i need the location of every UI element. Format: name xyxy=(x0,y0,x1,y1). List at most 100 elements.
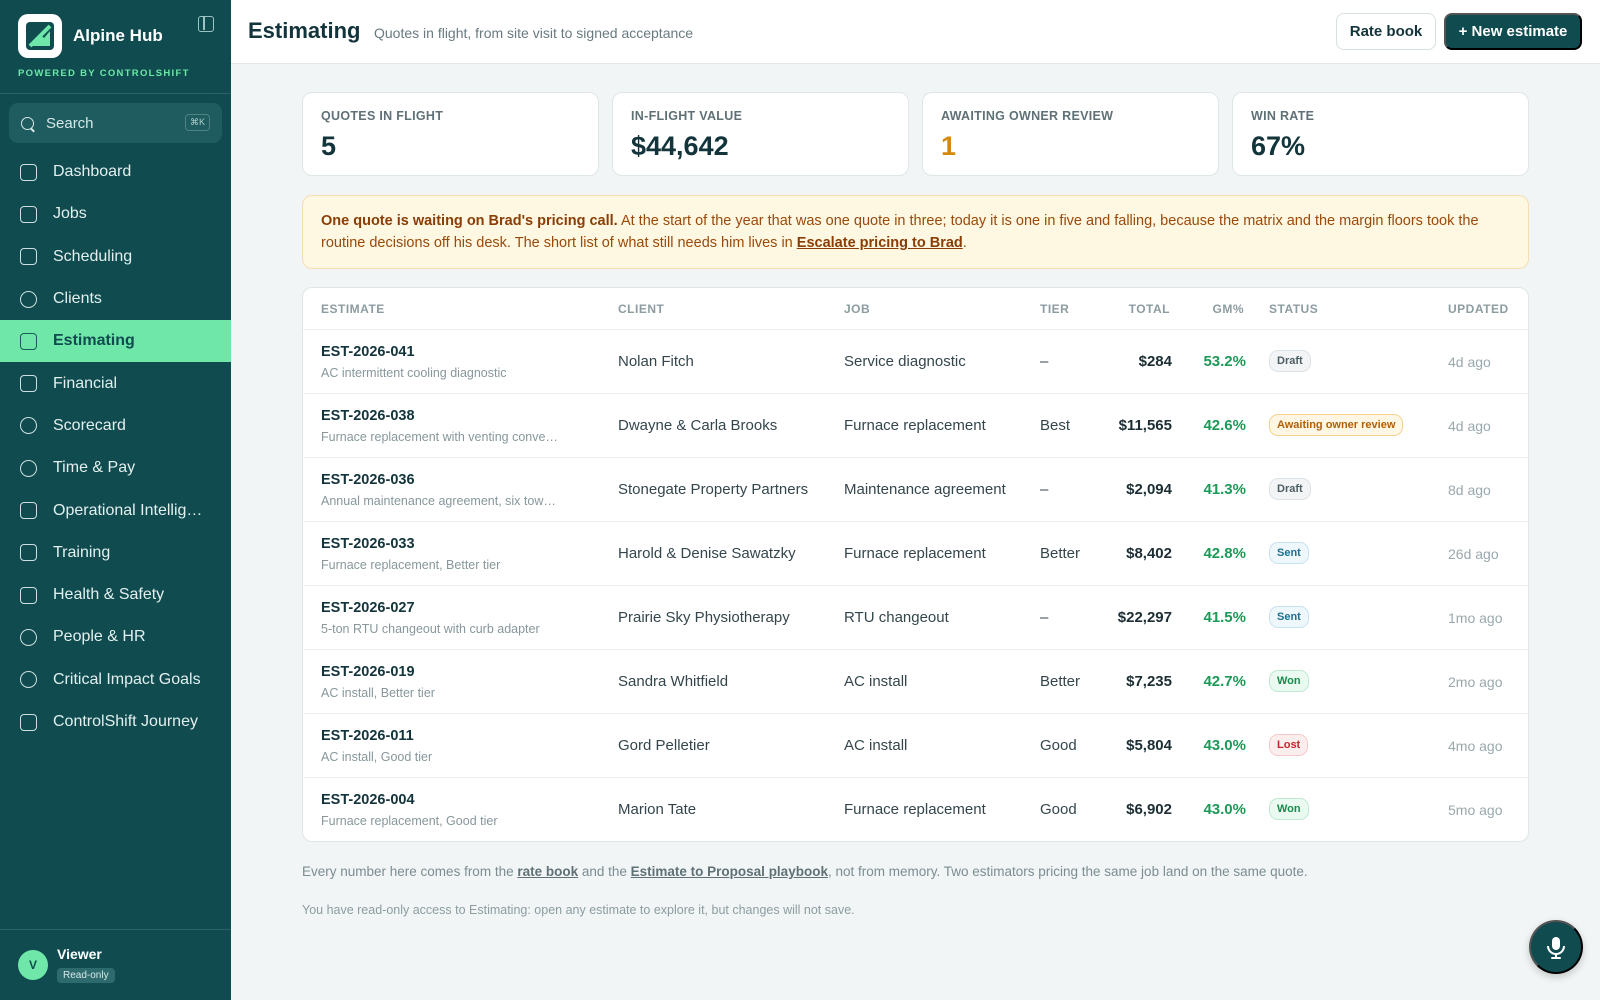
total-amount: $8,402 xyxy=(1126,545,1172,562)
client-name: Sandra Whitfield xyxy=(618,673,729,690)
user-name: Viewer xyxy=(57,946,102,962)
client-name: Harold & Denise Sawatzky xyxy=(618,545,796,562)
updated-time: 5mo ago xyxy=(1448,802,1503,818)
sidebar-item-people-hr[interactable]: People & HR xyxy=(0,616,231,658)
estimate-id-link[interactable]: EST-2026-019 xyxy=(321,664,415,680)
app-name: Alpine Hub xyxy=(73,26,163,45)
sidebar-item-financial[interactable]: Financial xyxy=(0,362,231,404)
table-row[interactable]: EST-2026-027 5-ton RTU changeout with cur… xyxy=(303,586,1528,650)
column-header-gm[interactable]: GM% xyxy=(1212,302,1244,316)
kpi-value: $44,642 xyxy=(631,131,729,161)
escalate-pricing-link[interactable]: Escalate pricing to Brad xyxy=(796,235,963,251)
estimate-description: AC install, Good tier xyxy=(321,750,433,764)
estimate-id-link[interactable]: EST-2026-041 xyxy=(321,344,415,360)
status-badge: Sent xyxy=(1269,606,1309,628)
client-name: Prairie Sky Physiotherapy xyxy=(618,609,790,626)
table-row[interactable]: EST-2026-011 AC install, Good tier Gord Pe… xyxy=(303,714,1528,778)
sidebar: Alpine Hub POWERED BY CONTROLSHIFT Searc… xyxy=(0,0,231,1000)
total-amount: $284 xyxy=(1138,353,1172,370)
kpi-card-awaiting-owner-review: AWAITING OWNER REVIEW 1 xyxy=(922,92,1219,176)
sidebar-item-scheduling[interactable]: Scheduling xyxy=(0,236,231,278)
dashboard-icon xyxy=(20,163,37,181)
total-amount: $5,804 xyxy=(1126,737,1172,754)
table-row[interactable]: EST-2026-019 AC install, Better tier Sandr… xyxy=(303,650,1528,714)
sidebar-item-label: People & HR xyxy=(53,628,146,646)
estimate-id-link[interactable]: EST-2026-036 xyxy=(321,472,415,488)
sidebar-nav: Dashboard Jobs Scheduling Clients Estima… xyxy=(0,151,231,743)
voice-assistant-button[interactable] xyxy=(1529,920,1583,974)
sidebar-item-label: Dashboard xyxy=(53,163,132,181)
gross-margin: 43.0% xyxy=(1203,737,1246,754)
sidebar-item-critical-impact-goals[interactable]: Critical Impact Goals xyxy=(0,659,231,701)
divider xyxy=(0,93,231,94)
column-header-job[interactable]: JOB xyxy=(844,302,871,316)
avatar[interactable]: V xyxy=(18,950,48,980)
divider xyxy=(0,929,231,930)
estimate-id-link[interactable]: EST-2026-027 xyxy=(321,600,415,616)
shield-icon xyxy=(20,586,37,604)
callout-end: . xyxy=(962,235,967,251)
job-type: AC install xyxy=(844,673,908,690)
total-amount: $11,565 xyxy=(1118,417,1172,434)
briefcase-icon xyxy=(20,205,37,223)
sidebar-item-label: Estimating xyxy=(53,332,135,350)
table-row[interactable]: EST-2026-038 Furnace replacement with ven… xyxy=(303,394,1528,458)
column-header-total[interactable]: TOTAL xyxy=(1128,302,1170,316)
sidebar-item-health-safety[interactable]: Health & Safety xyxy=(0,574,231,616)
estimate-description: AC intermittent cooling diagnostic xyxy=(321,366,507,380)
table-row[interactable]: EST-2026-033 Furnace replacement, Better … xyxy=(303,522,1528,586)
users-icon xyxy=(20,628,37,646)
search-icon xyxy=(21,116,34,130)
job-type: AC install xyxy=(844,737,908,754)
sidebar-item-scorecard[interactable]: Scorecard xyxy=(0,405,231,447)
tier: – xyxy=(1040,481,1049,498)
rate-book-button[interactable]: Rate book xyxy=(1336,13,1436,50)
column-header-status[interactable]: STATUS xyxy=(1269,302,1319,316)
new-estimate-button[interactable]: + New estimate xyxy=(1444,13,1582,50)
route-icon xyxy=(20,713,37,731)
table-row[interactable]: EST-2026-004 Furnace replacement, Good ti… xyxy=(303,778,1528,841)
client-name: Dwayne & Carla Brooks xyxy=(618,417,778,434)
calculator-icon xyxy=(20,332,37,350)
gauge-icon xyxy=(20,417,37,435)
column-header-estimate[interactable]: ESTIMATE xyxy=(321,302,385,316)
table-row[interactable]: EST-2026-036 Annual maintenance agreement… xyxy=(303,458,1528,522)
job-type: Maintenance agreement xyxy=(844,481,1006,498)
estimate-id-link[interactable]: EST-2026-004 xyxy=(321,792,415,808)
sidebar-item-label: Jobs xyxy=(53,205,87,223)
updated-time: 4mo ago xyxy=(1448,738,1503,754)
updated-time: 26d ago xyxy=(1448,546,1499,562)
table-row[interactable]: EST-2026-041 AC intermittent cooling diag… xyxy=(303,330,1528,394)
page-subtitle: Quotes in flight, from site visit to sig… xyxy=(374,25,694,41)
status-badge: Won xyxy=(1269,670,1309,692)
estimate-id-link[interactable]: EST-2026-011 xyxy=(321,728,414,744)
playbook-link[interactable]: Estimate to Proposal playbook xyxy=(630,864,828,879)
sidebar-item-label: Training xyxy=(53,543,111,561)
sidebar-item-jobs[interactable]: Jobs xyxy=(0,193,231,235)
updated-time: 4d ago xyxy=(1448,354,1491,370)
credit-card-icon xyxy=(20,375,37,393)
sidebar-item-clients[interactable]: Clients xyxy=(0,278,231,320)
estimate-id-link[interactable]: EST-2026-033 xyxy=(321,536,415,552)
sidebar-item-dashboard[interactable]: Dashboard xyxy=(0,151,231,193)
sidebar-item-label: Scorecard xyxy=(53,416,126,434)
rate-book-link[interactable]: rate book xyxy=(517,864,579,879)
brand[interactable]: Alpine Hub xyxy=(18,14,163,58)
sidebar-item-label: Health & Safety xyxy=(53,586,165,604)
estimates-table: ESTIMATE CLIENT JOB TIER TOTAL GM% STATU… xyxy=(302,287,1529,842)
search-button[interactable]: Search ⌘K xyxy=(9,103,222,143)
sidebar-item-operational-intelligence[interactable]: Operational Intellige… xyxy=(0,489,231,531)
source-note: Every number here comes from the rate bo… xyxy=(302,864,1308,879)
tier: – xyxy=(1040,353,1049,370)
sidebar-item-estimating[interactable]: Estimating xyxy=(0,320,231,363)
column-header-updated[interactable]: UPDATED xyxy=(1448,302,1509,316)
column-header-tier[interactable]: TIER xyxy=(1040,302,1070,316)
job-type: Service diagnostic xyxy=(844,353,966,370)
column-header-client[interactable]: CLIENT xyxy=(618,302,665,316)
status-badge: Lost xyxy=(1269,734,1309,756)
sidebar-item-training[interactable]: Training xyxy=(0,532,231,574)
collapse-sidebar-icon[interactable] xyxy=(198,16,214,32)
sidebar-item-time-pay[interactable]: Time & Pay xyxy=(0,447,231,489)
sidebar-item-controlshift-journey[interactable]: ControlShift Journey xyxy=(0,701,231,743)
estimate-id-link[interactable]: EST-2026-038 xyxy=(321,408,415,424)
